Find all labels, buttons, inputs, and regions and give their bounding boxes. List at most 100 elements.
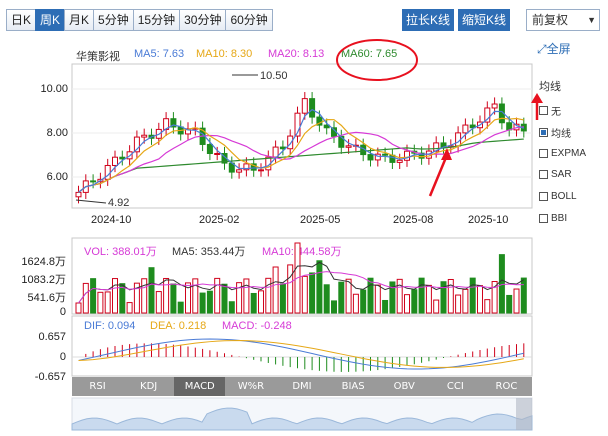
volume-bar (250, 292, 257, 314)
volume-bar (112, 278, 118, 314)
volume-bar (477, 285, 483, 314)
candle-body (90, 180, 97, 183)
candle-body (170, 118, 177, 128)
volume-bar (133, 282, 140, 314)
volume-bar (126, 302, 133, 314)
candle-body (404, 150, 410, 161)
tab-obv[interactable]: OBV (393, 381, 415, 392)
checkbox[interactable] (539, 106, 548, 115)
volume-bar (360, 289, 367, 314)
checkbox[interactable] (539, 192, 548, 201)
checkbox[interactable] (539, 128, 548, 137)
volume-bar (199, 292, 206, 314)
stretch-kline-button[interactable]: 拉长K线 (402, 9, 455, 31)
tab-cci[interactable]: CCI (446, 381, 464, 392)
volume-bar (309, 272, 316, 314)
indicator-option-sar[interactable]: SAR (539, 169, 572, 180)
tab-macd[interactable]: MACD (174, 377, 226, 396)
volume-bar (258, 290, 264, 314)
macd-panel-frame (71, 315, 533, 377)
indicator-panel-title: 均线 (539, 81, 561, 93)
indicator-option-expma[interactable]: EXPMA (539, 148, 586, 159)
volume-bar (206, 290, 213, 314)
checkbox[interactable] (539, 214, 548, 223)
stock-name: 华策影视 (76, 51, 120, 63)
volume-bar (75, 302, 82, 314)
volume-bar (287, 264, 294, 314)
price-ytick: 6.00 (46, 171, 68, 183)
volume-bar (498, 254, 505, 314)
price-xtick: 2025-05 (300, 214, 341, 226)
candle-body (119, 156, 126, 160)
checkbox[interactable] (539, 149, 548, 158)
volume-bar (469, 277, 476, 314)
volume-bar (382, 299, 389, 314)
dif-line (78, 338, 524, 370)
timeline-selection-handle[interactable] (516, 398, 532, 430)
candle-body (418, 152, 425, 159)
candle-body (367, 154, 374, 161)
indicator-option-none[interactable]: 无 (539, 103, 561, 118)
volume-bar (316, 260, 323, 314)
vol-ma5-legend: MA5: 353.44万 (172, 246, 246, 258)
candle-body (294, 112, 301, 137)
volume-bar (243, 278, 250, 314)
volume-bar (301, 275, 308, 314)
volume-bar (90, 278, 97, 314)
indicator-option-ma[interactable]: 均线 (539, 125, 571, 140)
period-week-button[interactable]: 周K (35, 9, 66, 31)
volume-bar (272, 266, 279, 314)
adjust-select[interactable]: 前复权 ▼ (526, 9, 600, 31)
volume-bar (455, 294, 462, 314)
vol-ma10-legend: MA10: 444.58万 (262, 246, 342, 258)
volume-bar (192, 278, 199, 314)
volume-bar (104, 291, 111, 314)
period-5min-button[interactable]: 5分钟 (93, 9, 134, 31)
volume-bar (214, 277, 221, 314)
candle-body (462, 124, 469, 134)
volume-bar (513, 288, 520, 314)
tab-dmi[interactable]: DMI (292, 381, 312, 392)
tab-wr[interactable]: W%R (237, 381, 265, 392)
volume-bar (97, 291, 104, 314)
volume-bar (177, 301, 184, 314)
period-60min-button[interactable]: 60分钟 (225, 9, 273, 31)
ma20-legend: MA20: 8.13 (268, 48, 325, 60)
candle-body (491, 103, 498, 109)
tab-rsi[interactable]: RSI (89, 381, 106, 392)
high-price-label: 10.50 (260, 70, 288, 82)
option-label: 无 (551, 107, 561, 118)
tab-bias[interactable]: BIAS (341, 381, 365, 392)
fullscreen-button[interactable]: ⤢全屏 (537, 40, 571, 57)
fullscreen-label: 全屏 (546, 42, 571, 56)
volume-bar (228, 301, 235, 314)
period-month-button[interactable]: 月K (64, 9, 95, 31)
volume-bar (236, 282, 243, 314)
vol-ytick: 1083.2万 (21, 274, 66, 286)
indicator-option-bbi[interactable]: BBI (539, 213, 567, 224)
volume-bar (433, 299, 440, 314)
period-15min-button[interactable]: 15分钟 (132, 9, 181, 31)
tab-roc[interactable]: ROC (495, 381, 518, 392)
vol-ytick: 1624.8万 (21, 256, 66, 268)
volume-bar (404, 294, 410, 314)
option-label: BOLL (551, 191, 577, 202)
checkbox[interactable] (539, 170, 548, 179)
macd-ytick: 0.657 (38, 331, 66, 343)
tab-kdj[interactable]: KDJ (140, 381, 158, 392)
candle-body (287, 135, 294, 150)
period-toolbar: 日K 周K 月K 5分钟 15分钟 30分钟 60分钟 (6, 9, 273, 31)
expand-icon: ⤢ (537, 42, 547, 56)
period-30min-button[interactable]: 30分钟 (179, 9, 227, 31)
candlestick-series (75, 92, 527, 204)
candle-body (206, 143, 213, 155)
volume-bar (185, 282, 191, 314)
indicator-option-boll[interactable]: BOLL (539, 191, 577, 202)
vol-ma10-line (78, 271, 524, 304)
volume-bar (440, 281, 447, 314)
candle-body (382, 153, 389, 156)
shrink-kline-button[interactable]: 缩短K线 (458, 9, 511, 31)
ma60-line (78, 138, 524, 193)
timeline-area (71, 407, 533, 431)
